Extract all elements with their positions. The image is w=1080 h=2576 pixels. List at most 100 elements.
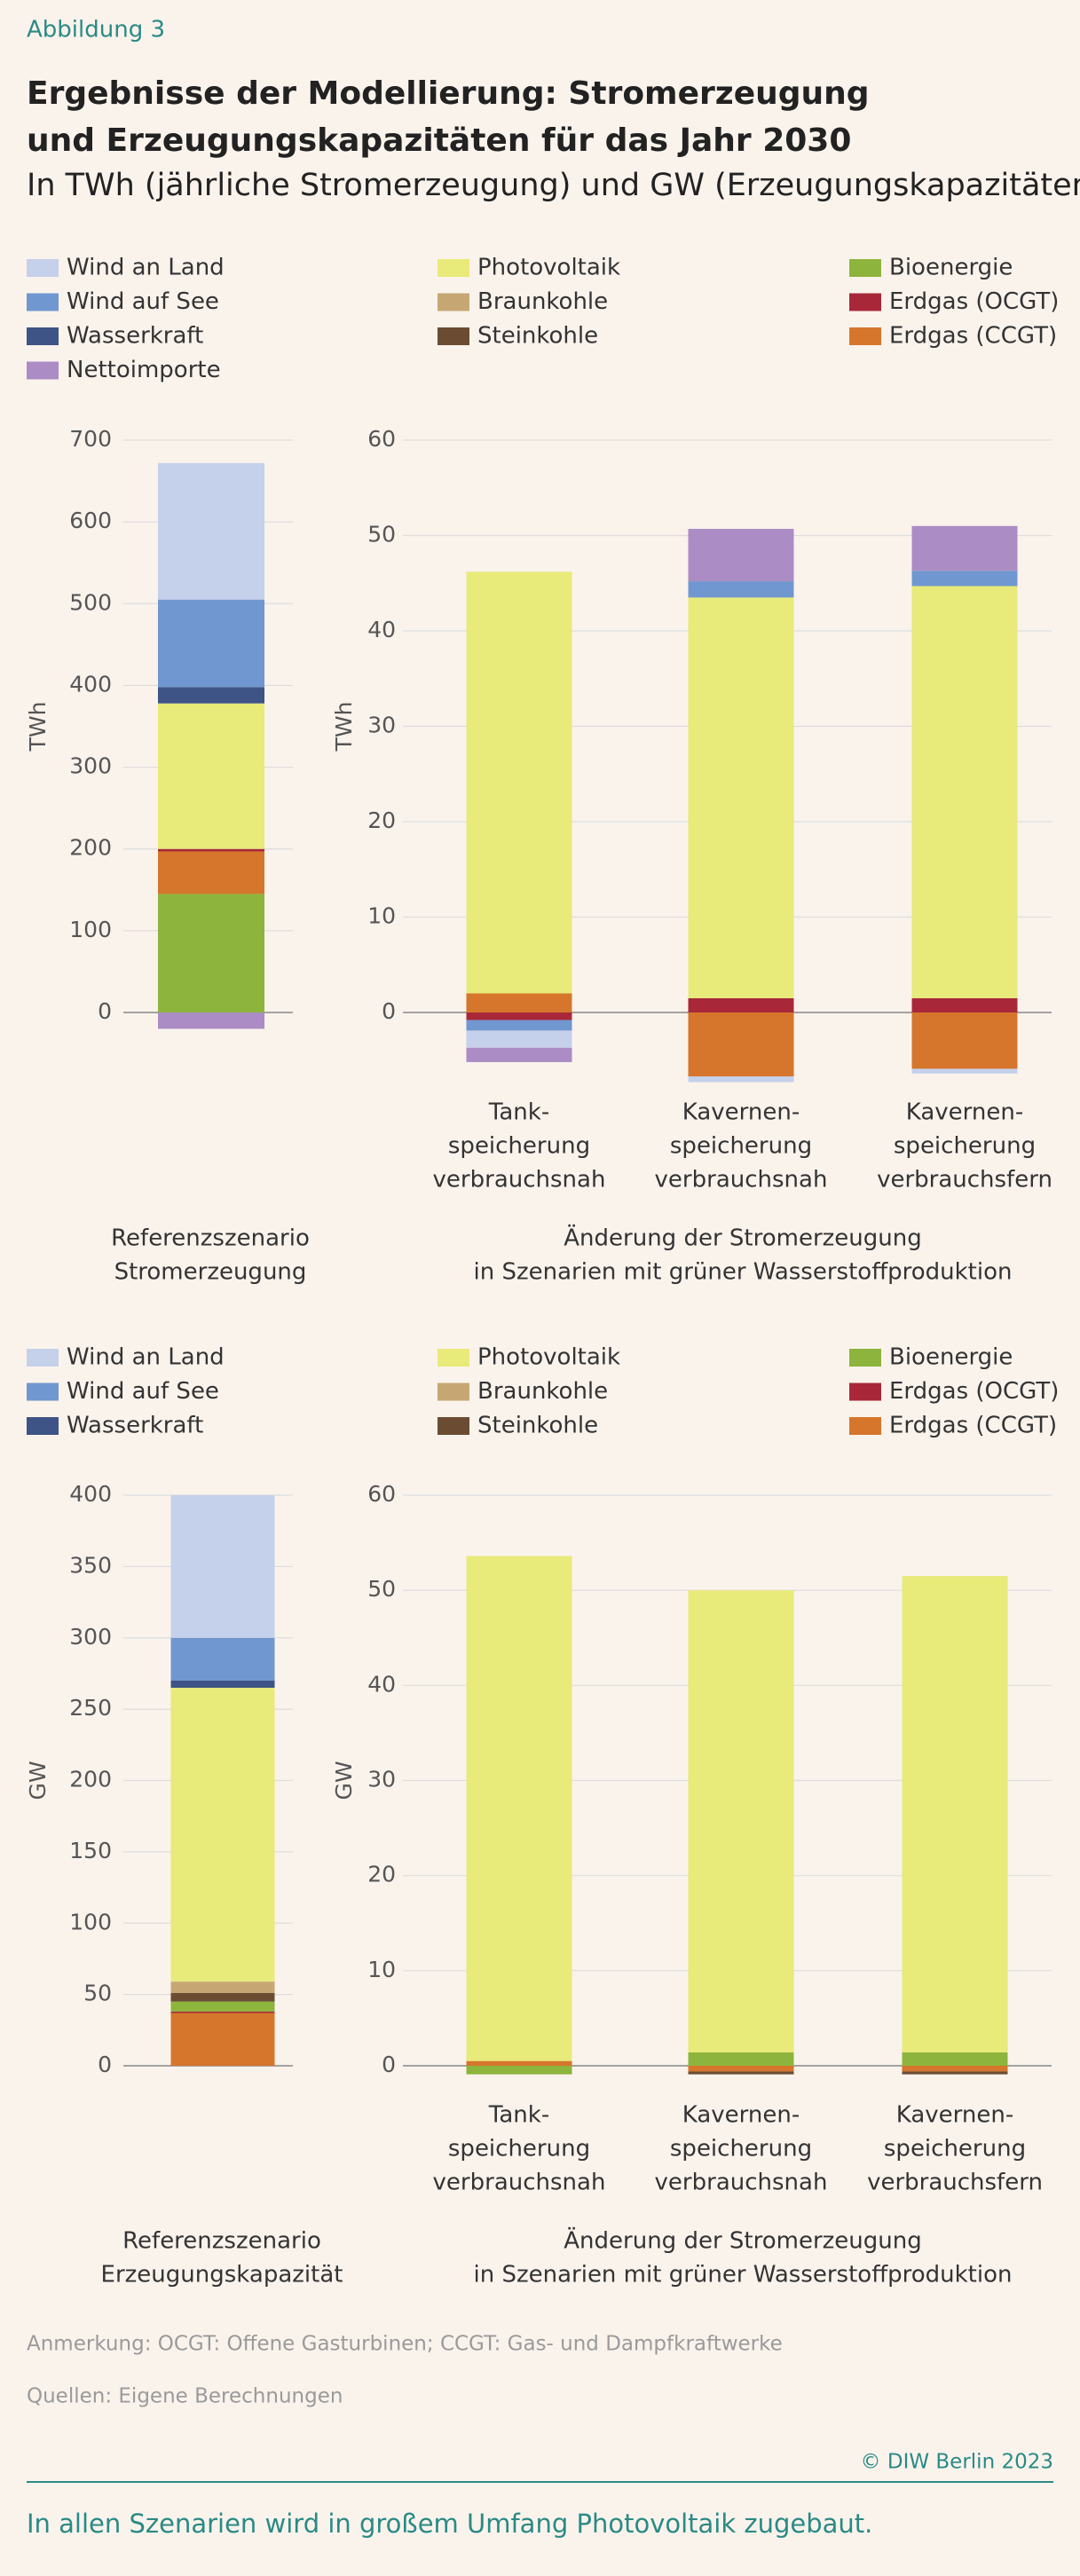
bar-segment (158, 687, 264, 704)
y-tick-label: 500 (69, 589, 112, 615)
bar-segment (911, 1068, 1018, 1074)
y-tick-label: 600 (69, 508, 112, 533)
y-tick-label: 0 (382, 2052, 396, 2077)
legend-label: Wasserkraft (67, 323, 203, 350)
bar-segment (170, 2013, 275, 2066)
y-tick-label: 400 (69, 671, 112, 697)
x-tick-label: verbrauchsfern (867, 2170, 1043, 2196)
bar-segment (466, 1047, 572, 1062)
x-tick-label: Tank- (488, 1099, 549, 1126)
bar-segment (466, 1030, 572, 1048)
bar-segment (902, 2066, 1008, 2072)
y-tick-label: 30 (367, 1767, 396, 1792)
title: Ergebnisse der Modellierung: Stromerzeug… (27, 75, 870, 112)
y-tick-label: 200 (69, 835, 112, 861)
subtitle: In TWh (jährliche Stromerzeugung) und GW… (27, 168, 1080, 203)
legend-label: Bioenergie (889, 1344, 1013, 1371)
bar-segment (170, 2011, 275, 2013)
y-tick-label: 50 (83, 1981, 112, 2006)
x-tick-label: verbrauchsfern (877, 1167, 1052, 1193)
bar-segment (158, 462, 264, 600)
legend-label: Wasserkraft (67, 1413, 203, 1439)
x-tick-label: speicherung (670, 2136, 812, 2162)
bar-segment (466, 1556, 572, 2061)
x-tick-label: speicherung (448, 2136, 590, 2162)
legend-label: Wind an Land (67, 1344, 225, 1371)
legend-label: Braunkohle (477, 288, 608, 315)
bar-segment (688, 1590, 794, 2052)
bar-segment (902, 1576, 1008, 2052)
legend-label: Wind an Land (67, 255, 225, 281)
x-tick-label: Tank- (488, 2102, 549, 2129)
x-tick-label: verbrauchsnah (655, 1167, 828, 1193)
bar-segment (170, 1688, 275, 1982)
bar-segment (170, 1993, 275, 2002)
legend-swatch (438, 1417, 469, 1435)
legend-swatch (438, 259, 469, 277)
legend-label: Erdgas (OCGT) (889, 288, 1059, 315)
bar-segment (170, 1495, 275, 1638)
bar-segment (688, 1076, 794, 1083)
legend-label: Braunkohle (477, 1378, 608, 1405)
legend-swatch (849, 327, 881, 345)
y-tick-label: 200 (69, 1767, 112, 1792)
bar-segment (466, 571, 572, 994)
x-tick-label: verbrauchsnah (655, 2170, 828, 2196)
y-tick-label: 50 (367, 1576, 396, 1602)
legend-label: Photovoltaik (477, 255, 620, 281)
bar-segment (466, 1012, 572, 1020)
legend-swatch (438, 293, 469, 311)
y-tick-label: 100 (69, 917, 112, 942)
bar-segment (688, 2071, 794, 2075)
x-axis-label: Erzeugungskapazität (101, 2262, 343, 2288)
bar-segment (170, 1637, 275, 1681)
y-axis-label: GW (331, 1761, 357, 1800)
x-tick-label: Kavernen- (682, 2102, 800, 2129)
y-tick-label: 0 (98, 998, 112, 1024)
legend-swatch (438, 327, 469, 345)
bar-segment (158, 848, 264, 852)
y-tick-label: 40 (367, 1671, 396, 1697)
y-tick-label: 50 (367, 522, 396, 547)
legend-swatch (27, 1417, 59, 1435)
bar-segment (688, 597, 794, 998)
x-axis-label: Referenzszenario (122, 2228, 321, 2255)
y-tick-label: 0 (382, 998, 396, 1024)
bar-segment (170, 1680, 275, 1689)
y-tick-label: 40 (367, 617, 396, 642)
bar-segment (158, 894, 264, 1012)
bar-segment (911, 586, 1018, 998)
y-axis-label: TWh (331, 702, 357, 752)
note: Anmerkung: OCGT: Offene Gasturbinen; CCG… (27, 2333, 783, 2356)
y-tick-label: 20 (367, 1862, 396, 1887)
y-tick-label: 300 (69, 753, 112, 779)
legend-swatch (849, 1383, 881, 1401)
legend-swatch (438, 1383, 469, 1401)
bar-segment (170, 1981, 275, 1994)
source: Quellen: Eigene Berechnungen (27, 2385, 343, 2408)
bar-segment (170, 2001, 275, 2012)
caption: In allen Szenarien wird in großem Umfang… (27, 2509, 872, 2539)
bar-segment (466, 1020, 572, 1031)
bar-segment (466, 993, 572, 1012)
y-tick-label: 250 (69, 1695, 112, 1721)
copyright: © DIW Berlin 2023 (861, 2451, 1053, 2474)
legend-swatch (27, 361, 59, 380)
y-tick-label: 10 (367, 1957, 396, 1982)
legend-label: Wind auf See (67, 288, 219, 315)
x-tick-label: speicherung (670, 1133, 812, 1160)
x-tick-label: verbrauchsnah (433, 1167, 606, 1193)
x-axis-label: Referenzszenario (111, 1225, 310, 1252)
y-tick-label: 100 (69, 1909, 112, 1934)
bar-segment (688, 528, 794, 582)
bar-segment (466, 2066, 572, 2075)
legend-swatch (438, 1349, 469, 1367)
legend-label: Erdgas (CCGT) (889, 1413, 1057, 1439)
y-axis-label: TWh (25, 702, 51, 752)
x-axis-label: Stromerzeugung (114, 1259, 307, 1286)
y-tick-label: 700 (69, 426, 112, 452)
bar-segment (902, 2071, 1008, 2075)
y-tick-label: 350 (69, 1552, 112, 1578)
legend-label: Photovoltaik (477, 1344, 620, 1371)
y-tick-label: 0 (98, 2052, 112, 2077)
